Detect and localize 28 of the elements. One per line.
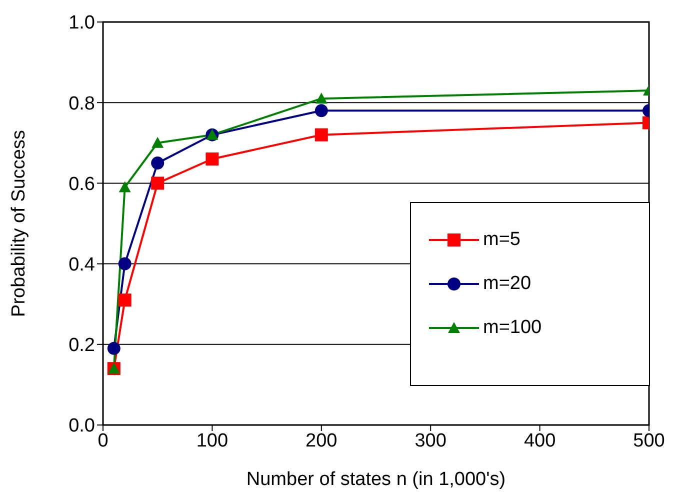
legend-label: m=100 [483, 317, 542, 339]
x-tick-label: 400 [524, 430, 556, 452]
y-axis-title: Probability of Success [8, 130, 30, 317]
legend-label: m=20 [483, 273, 532, 295]
point [151, 156, 164, 170]
point [151, 176, 164, 190]
point [152, 136, 164, 148]
point [314, 104, 328, 118]
x-tick-label: 0 [98, 430, 108, 452]
point [118, 181, 131, 192]
point [118, 294, 132, 307]
point [314, 128, 328, 142]
y-tick-label: 1.0 [68, 12, 95, 34]
point [107, 342, 120, 355]
legend-label: m=5 [483, 229, 520, 251]
point [118, 257, 132, 270]
x-tick-label: 200 [306, 430, 338, 452]
y-tick-label: 0.8 [68, 93, 95, 114]
x-tick-label: 500 [633, 430, 665, 452]
y-tick-label: 0.0 [68, 416, 95, 437]
x-axis-title: Number of states n (in 1,000's) [246, 469, 506, 490]
x-tick-label: 100 [196, 430, 228, 452]
y-tick-label: 0.2 [68, 335, 95, 356]
y-tick-label: 0.6 [68, 174, 95, 195]
x-tick-label: 300 [414, 430, 446, 452]
point [206, 152, 219, 166]
point [315, 92, 328, 104]
y-tick-label: 0.4 [68, 254, 96, 276]
